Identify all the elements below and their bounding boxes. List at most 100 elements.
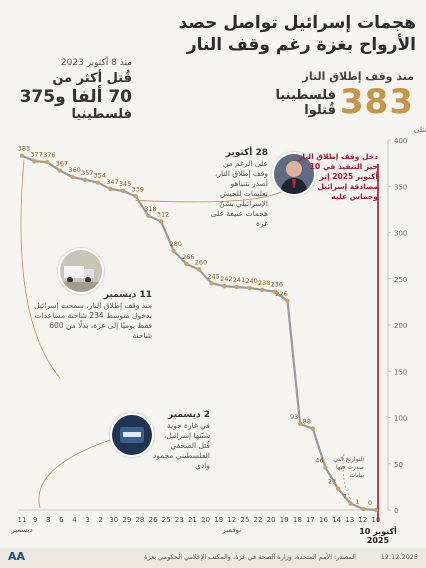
x-month-label: نوفمبر [221,526,241,534]
footer: AA المصدر: الأمم المتحدة، وزارة الصحة في… [0,548,426,568]
data-label: 238 [258,279,270,287]
callout-oct28-text: على الرغم من وقف إطلاق النار، أصدر نتنيا… [210,159,268,228]
data-point [32,159,37,164]
data-point [222,283,227,289]
x-tick-label: 12 [227,516,236,524]
press-vest-icon [112,415,152,455]
callout-dec11-text: منذ وقف إطلاق النار، سمحت إسرائيل بدخول … [34,301,152,340]
x-tick-label: 4 [72,516,77,524]
data-point [335,486,341,491]
callout-oct28-title: 28 أكتوبر [225,148,268,158]
data-point [146,213,151,219]
data-label: 376 [43,151,55,159]
x-tick-label: 23 [175,516,184,524]
x-tick-label: 29 [122,516,131,524]
arrow-dec11 [20,159,61,379]
data-point [272,289,278,294]
data-label: 240 [245,277,257,285]
press-vest-photo [110,413,154,457]
data-point [247,285,252,291]
x-month-label: 2025 [367,536,390,545]
callout-dec11-title: 11 ديسمبر [103,290,152,300]
data-point [57,168,63,173]
data-label: 266 [182,253,194,261]
data-point [323,465,328,470]
arrow-dec2 [38,439,111,509]
data-point [19,153,25,158]
data-point [108,186,113,192]
source-text: المصدر: الأمم المتحدة، وزارة الصحة في غز… [144,553,356,561]
data-label: 377 [30,150,42,158]
x-tick-label: 19 [214,516,223,524]
callout-dec2: 2 ديسمبر في غارة جوية شنّتها إسرائيل، قُ… [152,410,210,471]
total-since-date: منذ 8 أكتوبر 2023 [60,58,132,68]
data-label: 357 [81,169,93,177]
netanyahu-photo [272,152,316,196]
x-tick-label: 11 [18,516,27,524]
x-tick-label: 13 [345,516,354,524]
x-tick-label: 8 [46,516,50,524]
data-label: 1 [355,498,359,506]
data-label: 354 [94,172,106,180]
truck-icon [60,250,102,292]
y-axis-label: عدد القتلى [414,126,426,134]
killed-since-ceasefire-unit: فلسطينيا قُتلوا [275,88,336,118]
data-point [83,177,88,182]
data-label: 260 [195,259,207,267]
data-point [158,219,164,224]
x-tick-label: 10 [372,516,381,524]
x-tick-label: 21 [188,516,197,524]
data-point [260,287,265,293]
x-tick-label: 26 [149,516,158,524]
y-tick-label: 150 [394,368,407,376]
data-point [297,421,303,427]
since-ceasefire-label: منذ وقف إطلاق النار [302,70,414,83]
callout-dec2-title: 2 ديسمبر [168,410,210,420]
y-tick-label: 350 [394,183,407,191]
data-point [70,174,75,180]
data-label: 46 [315,456,323,464]
y-tick-label: 200 [394,322,407,330]
x-tick-label: 16 [319,516,328,524]
x-tick-label: 19 [280,516,289,524]
x-tick-label: 12 [358,516,367,524]
data-point [234,284,240,290]
x-tick-label: 25 [162,516,171,524]
data-point [310,426,315,431]
y-tick-label: 100 [394,415,407,423]
data-label: 0 [368,499,372,507]
portrait-icon [274,154,314,194]
x-month-label: ديسمبر [10,526,32,534]
x-tick-label: 3 [85,516,89,524]
x-tick-label: 9 [33,516,37,524]
aid-trucks-photo [58,248,104,294]
data-point [209,281,214,286]
x-tick-label: 14 [332,516,341,524]
data-label: 280 [170,240,182,248]
data-label: 345 [119,180,131,188]
x-tick-label: 17 [306,516,315,524]
data-label: 7 [343,493,347,501]
data-label: 93 [290,413,298,421]
no-data-note: التواريخ التي صدرت فيها بيانات [333,456,364,479]
y-tick-label: 300 [394,230,407,238]
killed-since-ceasefire-number: 383 [340,82,414,122]
x-tick-label: 2 [98,516,102,524]
data-label: 226 [275,290,287,298]
data-point [361,506,366,512]
data-label: 88 [303,418,311,426]
y-tick-label: 400 [394,137,407,145]
aa-logo: AA [8,550,26,563]
data-label: 242 [220,275,232,283]
total-killed-block: قُتل أكثر من 70 ألفا و375 فلسطينيا [10,70,132,124]
ceasefire-note: دخل وقف إطلاق النار حيز التنفيذ في 10 أك… [298,152,378,201]
casualties-line-chart: 050100150200250300350400عدد القتلى119864… [10,126,426,545]
x-tick-label: 30 [109,516,118,524]
x-tick-label: 20 [201,516,210,524]
data-label: 339 [132,185,144,193]
data-label: 367 [56,160,68,168]
data-point [373,507,379,513]
x-tick-label: 20 [267,516,276,524]
total-line-3: فلسطينيا [71,107,132,122]
